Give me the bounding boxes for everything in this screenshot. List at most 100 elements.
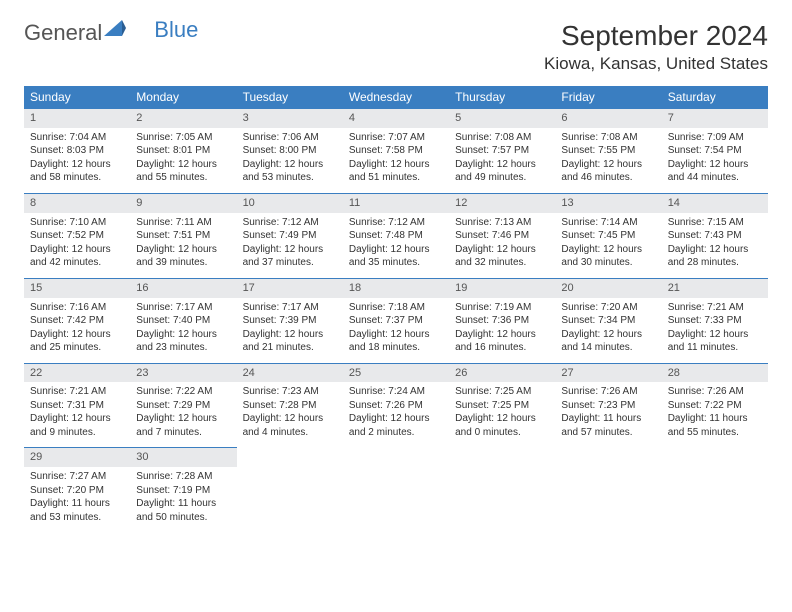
sunrise-line: Sunrise: 7:17 AM bbox=[136, 301, 230, 315]
sunrise-line: Sunrise: 7:19 AM bbox=[455, 301, 549, 315]
sunrise-line: Sunrise: 7:08 AM bbox=[561, 131, 655, 145]
daylight-line: Daylight: 11 hours and 57 minutes. bbox=[561, 412, 655, 439]
day-details: Sunrise: 7:16 AMSunset: 7:42 PMDaylight:… bbox=[24, 298, 130, 363]
daylight-line: Daylight: 12 hours and 4 minutes. bbox=[243, 412, 337, 439]
daylight-line: Daylight: 12 hours and 0 minutes. bbox=[455, 412, 549, 439]
day-number: 4 bbox=[343, 109, 449, 128]
sunset-line: Sunset: 7:31 PM bbox=[30, 399, 124, 413]
day-details: Sunrise: 7:26 AMSunset: 7:22 PMDaylight:… bbox=[662, 382, 768, 447]
sunset-line: Sunset: 7:48 PM bbox=[349, 229, 443, 243]
calendar-cell: 23Sunrise: 7:22 AMSunset: 7:29 PMDayligh… bbox=[130, 363, 236, 448]
day-details: Sunrise: 7:09 AMSunset: 7:54 PMDaylight:… bbox=[662, 128, 768, 193]
day-number: 29 bbox=[24, 448, 130, 467]
calendar-cell: 29Sunrise: 7:27 AMSunset: 7:20 PMDayligh… bbox=[24, 447, 130, 532]
day-number: 2 bbox=[130, 109, 236, 128]
calendar-cell: 6Sunrise: 7:08 AMSunset: 7:55 PMDaylight… bbox=[555, 108, 661, 193]
sunset-line: Sunset: 8:00 PM bbox=[243, 144, 337, 158]
weekday-header: Thursday bbox=[449, 86, 555, 108]
day-number: 10 bbox=[237, 194, 343, 213]
logo-text-blue: Blue bbox=[154, 17, 198, 43]
day-details: Sunrise: 7:27 AMSunset: 7:20 PMDaylight:… bbox=[24, 467, 130, 532]
daylight-line: Daylight: 12 hours and 18 minutes. bbox=[349, 328, 443, 355]
weekday-header-row: Sunday Monday Tuesday Wednesday Thursday… bbox=[24, 86, 768, 108]
calendar-row: 1Sunrise: 7:04 AMSunset: 8:03 PMDaylight… bbox=[24, 108, 768, 193]
calendar-cell bbox=[449, 447, 555, 532]
daylight-line: Daylight: 12 hours and 49 minutes. bbox=[455, 158, 549, 185]
daylight-line: Daylight: 12 hours and 21 minutes. bbox=[243, 328, 337, 355]
day-number: 28 bbox=[662, 364, 768, 383]
calendar-cell: 3Sunrise: 7:06 AMSunset: 8:00 PMDaylight… bbox=[237, 108, 343, 193]
sunset-line: Sunset: 7:33 PM bbox=[668, 314, 762, 328]
daylight-line: Daylight: 11 hours and 53 minutes. bbox=[30, 497, 124, 524]
sunset-line: Sunset: 8:01 PM bbox=[136, 144, 230, 158]
sunrise-line: Sunrise: 7:10 AM bbox=[30, 216, 124, 230]
sunrise-line: Sunrise: 7:25 AM bbox=[455, 385, 549, 399]
sunrise-line: Sunrise: 7:04 AM bbox=[30, 131, 124, 145]
calendar-cell: 27Sunrise: 7:26 AMSunset: 7:23 PMDayligh… bbox=[555, 363, 661, 448]
day-details: Sunrise: 7:17 AMSunset: 7:39 PMDaylight:… bbox=[237, 298, 343, 363]
calendar-cell: 1Sunrise: 7:04 AMSunset: 8:03 PMDaylight… bbox=[24, 108, 130, 193]
sunrise-line: Sunrise: 7:15 AM bbox=[668, 216, 762, 230]
calendar-cell: 12Sunrise: 7:13 AMSunset: 7:46 PMDayligh… bbox=[449, 193, 555, 278]
calendar-row: 8Sunrise: 7:10 AMSunset: 7:52 PMDaylight… bbox=[24, 193, 768, 278]
day-details: Sunrise: 7:14 AMSunset: 7:45 PMDaylight:… bbox=[555, 213, 661, 278]
sunset-line: Sunset: 7:36 PM bbox=[455, 314, 549, 328]
day-details: Sunrise: 7:15 AMSunset: 7:43 PMDaylight:… bbox=[662, 213, 768, 278]
daylight-line: Daylight: 12 hours and 7 minutes. bbox=[136, 412, 230, 439]
calendar-cell: 15Sunrise: 7:16 AMSunset: 7:42 PMDayligh… bbox=[24, 278, 130, 363]
header: General Blue September 2024 Kiowa, Kansa… bbox=[24, 20, 768, 74]
weekday-header: Sunday bbox=[24, 86, 130, 108]
daylight-line: Daylight: 12 hours and 46 minutes. bbox=[561, 158, 655, 185]
day-details: Sunrise: 7:12 AMSunset: 7:48 PMDaylight:… bbox=[343, 213, 449, 278]
calendar-cell: 18Sunrise: 7:18 AMSunset: 7:37 PMDayligh… bbox=[343, 278, 449, 363]
calendar-cell: 25Sunrise: 7:24 AMSunset: 7:26 PMDayligh… bbox=[343, 363, 449, 448]
day-details: Sunrise: 7:25 AMSunset: 7:25 PMDaylight:… bbox=[449, 382, 555, 447]
sunrise-line: Sunrise: 7:21 AM bbox=[668, 301, 762, 315]
calendar-cell: 20Sunrise: 7:20 AMSunset: 7:34 PMDayligh… bbox=[555, 278, 661, 363]
sunset-line: Sunset: 7:39 PM bbox=[243, 314, 337, 328]
day-number: 25 bbox=[343, 364, 449, 383]
day-number: 21 bbox=[662, 279, 768, 298]
day-details: Sunrise: 7:23 AMSunset: 7:28 PMDaylight:… bbox=[237, 382, 343, 447]
calendar-body: 1Sunrise: 7:04 AMSunset: 8:03 PMDaylight… bbox=[24, 108, 768, 532]
calendar-cell bbox=[343, 447, 449, 532]
day-details: Sunrise: 7:05 AMSunset: 8:01 PMDaylight:… bbox=[130, 128, 236, 193]
day-number: 7 bbox=[662, 109, 768, 128]
sunset-line: Sunset: 7:26 PM bbox=[349, 399, 443, 413]
day-number: 14 bbox=[662, 194, 768, 213]
logo-text-general: General bbox=[24, 20, 102, 46]
sunrise-line: Sunrise: 7:22 AM bbox=[136, 385, 230, 399]
day-number: 27 bbox=[555, 364, 661, 383]
sunset-line: Sunset: 7:40 PM bbox=[136, 314, 230, 328]
daylight-line: Daylight: 12 hours and 9 minutes. bbox=[30, 412, 124, 439]
day-number: 16 bbox=[130, 279, 236, 298]
day-details: Sunrise: 7:07 AMSunset: 7:58 PMDaylight:… bbox=[343, 128, 449, 193]
sunset-line: Sunset: 7:54 PM bbox=[668, 144, 762, 158]
sunset-line: Sunset: 7:43 PM bbox=[668, 229, 762, 243]
daylight-line: Daylight: 12 hours and 55 minutes. bbox=[136, 158, 230, 185]
day-number: 20 bbox=[555, 279, 661, 298]
day-details: Sunrise: 7:18 AMSunset: 7:37 PMDaylight:… bbox=[343, 298, 449, 363]
sunrise-line: Sunrise: 7:26 AM bbox=[561, 385, 655, 399]
title-block: September 2024 Kiowa, Kansas, United Sta… bbox=[544, 20, 768, 74]
sunrise-line: Sunrise: 7:27 AM bbox=[30, 470, 124, 484]
calendar-cell: 17Sunrise: 7:17 AMSunset: 7:39 PMDayligh… bbox=[237, 278, 343, 363]
sunset-line: Sunset: 7:57 PM bbox=[455, 144, 549, 158]
day-number: 12 bbox=[449, 194, 555, 213]
day-number: 22 bbox=[24, 364, 130, 383]
sunrise-line: Sunrise: 7:12 AM bbox=[349, 216, 443, 230]
day-number: 19 bbox=[449, 279, 555, 298]
day-number: 26 bbox=[449, 364, 555, 383]
sunset-line: Sunset: 7:34 PM bbox=[561, 314, 655, 328]
day-number: 15 bbox=[24, 279, 130, 298]
day-number: 6 bbox=[555, 109, 661, 128]
sunrise-line: Sunrise: 7:09 AM bbox=[668, 131, 762, 145]
calendar-cell: 30Sunrise: 7:28 AMSunset: 7:19 PMDayligh… bbox=[130, 447, 236, 532]
logo-triangle-icon bbox=[104, 16, 126, 42]
calendar-cell: 26Sunrise: 7:25 AMSunset: 7:25 PMDayligh… bbox=[449, 363, 555, 448]
sunrise-line: Sunrise: 7:17 AM bbox=[243, 301, 337, 315]
weekday-header: Wednesday bbox=[343, 86, 449, 108]
calendar-cell bbox=[555, 447, 661, 532]
day-details: Sunrise: 7:19 AMSunset: 7:36 PMDaylight:… bbox=[449, 298, 555, 363]
daylight-line: Daylight: 12 hours and 2 minutes. bbox=[349, 412, 443, 439]
